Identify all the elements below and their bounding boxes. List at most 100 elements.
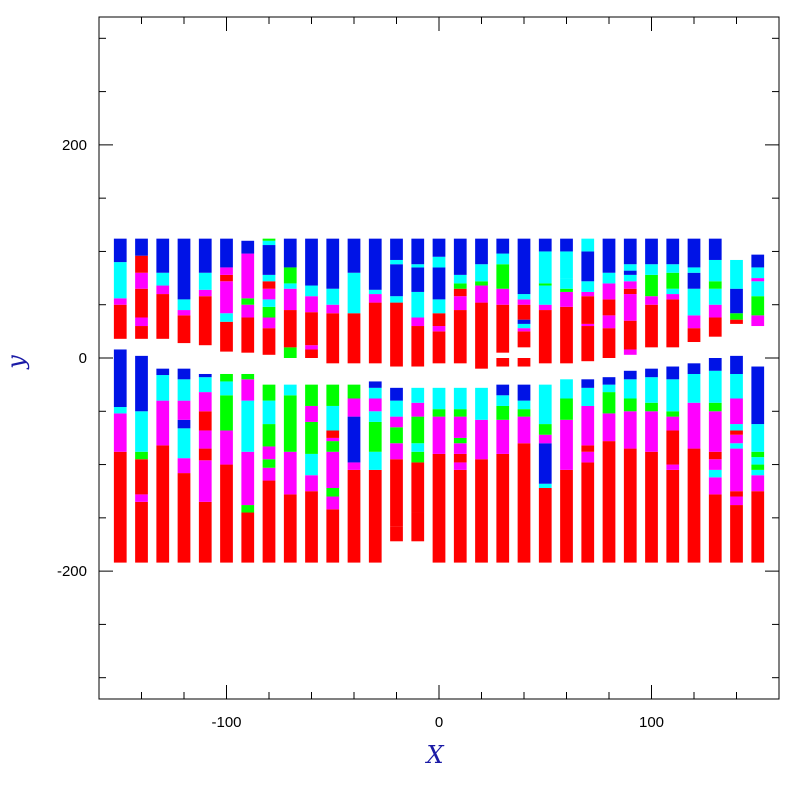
bar-segment — [581, 445, 595, 452]
bar-segment — [453, 238, 467, 275]
bar-segment — [262, 299, 276, 307]
bar-segment — [496, 238, 510, 254]
bar-segment — [220, 238, 233, 268]
bar-segment — [581, 251, 595, 282]
bar-segment — [135, 326, 148, 339]
bar-segment — [708, 411, 722, 452]
bar-segment — [156, 375, 170, 401]
bar-segment — [708, 469, 722, 478]
bar-segment — [432, 299, 446, 314]
bar-segment — [751, 366, 765, 425]
bar-column — [262, 238, 276, 563]
bar-segment — [262, 424, 276, 447]
bar-segment — [326, 384, 340, 406]
bar-segment — [517, 323, 531, 329]
bar-segment — [241, 253, 255, 299]
bar-segment — [177, 315, 191, 344]
bar-segment — [305, 384, 318, 406]
bar-segment — [135, 255, 148, 273]
bar-segment — [538, 285, 552, 305]
bar-segment — [666, 288, 680, 295]
bar-segment — [241, 304, 255, 318]
bar-segment — [581, 323, 595, 327]
bar-segment — [751, 281, 765, 297]
bar-column — [156, 238, 170, 563]
bar-segment — [475, 281, 488, 286]
bar-segment — [708, 402, 722, 412]
bar-segment — [262, 384, 276, 401]
bar-segment — [538, 310, 552, 364]
bar-segment — [730, 491, 743, 497]
bar-segment — [708, 370, 722, 403]
bar-segment — [581, 238, 595, 252]
bar-column — [560, 238, 573, 563]
bar-segment — [751, 254, 765, 268]
bar-segment — [241, 451, 255, 506]
bar-segment — [538, 488, 552, 563]
bar-segment — [432, 313, 446, 327]
bar-segment — [645, 377, 658, 403]
bar-segment — [708, 259, 722, 282]
bar-segment — [581, 296, 595, 324]
bar-segment — [198, 373, 212, 378]
bar-segment — [602, 392, 616, 414]
bar-segment — [326, 437, 340, 442]
bar-segment — [730, 373, 743, 399]
bar-segment — [453, 443, 467, 454]
bar-segment — [453, 453, 467, 463]
bar-segment — [411, 512, 425, 542]
bar-column — [390, 238, 403, 542]
bar-segment — [283, 451, 297, 495]
bar-segment — [305, 453, 318, 476]
bar-segment — [666, 411, 680, 417]
bar-segment — [262, 306, 276, 318]
tick-labels: -100 0 100 -200 0 200 — [57, 137, 664, 731]
bar-segment — [708, 451, 722, 460]
bar-segment — [283, 283, 297, 289]
bar-segment — [390, 238, 403, 260]
bar-segment — [241, 373, 255, 380]
bar-segment — [156, 445, 170, 563]
bar-segment — [645, 238, 658, 265]
bar-segment — [687, 272, 701, 289]
bar-segment — [581, 387, 595, 406]
bar-segment — [496, 253, 510, 265]
bar-column — [368, 238, 382, 563]
bar-segment — [453, 469, 467, 563]
bar-segment — [666, 464, 680, 470]
bar-segment — [390, 296, 403, 303]
bar-segment — [687, 363, 701, 374]
bar-segment — [581, 326, 595, 362]
bar-segment — [475, 238, 488, 265]
bar-segment — [687, 448, 701, 563]
bar-column — [751, 254, 765, 563]
bar-segment — [623, 398, 637, 412]
bar-segment — [751, 278, 765, 282]
bar-segment — [220, 313, 233, 322]
bar-segment — [326, 313, 340, 364]
bar-segment — [262, 480, 276, 563]
bar-segment — [411, 317, 425, 327]
x-tick-label: 100 — [639, 714, 664, 731]
bar-segment — [602, 238, 616, 273]
bar-segment — [220, 274, 233, 282]
bar-segment — [177, 238, 191, 300]
bar-segment — [283, 494, 297, 563]
bar-segment — [581, 451, 595, 463]
bar-segment — [751, 464, 765, 470]
bar-segment — [517, 328, 531, 332]
bar-segment — [538, 384, 552, 425]
bar-segment — [453, 274, 467, 284]
bar-segment — [241, 379, 255, 401]
bar-segment — [560, 469, 573, 563]
bar-segment — [113, 238, 127, 263]
bar-segment — [390, 427, 403, 444]
bar-column — [623, 238, 637, 563]
bar-segment — [645, 451, 658, 563]
bar-column — [517, 238, 531, 563]
bar-column — [411, 238, 425, 542]
bar-segment — [581, 291, 595, 297]
bar-segment — [517, 331, 531, 348]
bar-segment — [538, 238, 552, 252]
bar-segment — [347, 238, 361, 273]
